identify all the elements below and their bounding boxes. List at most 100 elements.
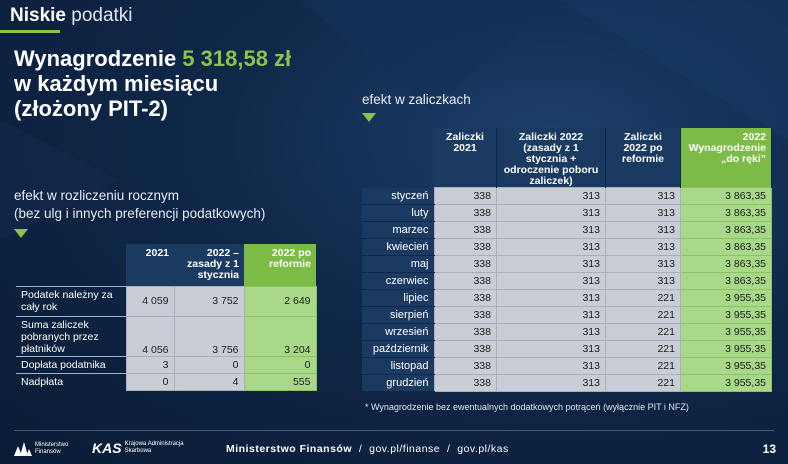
table-row: wrzesień 338 313 221 3 955,35	[362, 323, 772, 341]
table-cell: 0	[173, 355, 245, 374]
table-cell: 555	[243, 372, 317, 391]
annual-header-2022: 2022 – zasady z 1 stycznia	[174, 244, 244, 286]
ministry-logo-icon	[14, 442, 32, 456]
monthly-header-blank	[362, 128, 434, 188]
month-label: grudzień	[362, 374, 434, 392]
table-row: czerwiec 338 313 313 3 863,35	[362, 272, 772, 290]
table-cell: 221	[605, 306, 681, 324]
table-cell: 313	[496, 272, 606, 290]
table-cell: 3 955,35	[680, 289, 772, 307]
table-cell: 338	[433, 340, 497, 358]
table-cell: 313	[605, 221, 681, 239]
table-row: luty 338 313 313 3 863,35	[362, 204, 772, 222]
table-cell: 221	[605, 323, 681, 341]
footer-separator-1: /	[358, 443, 363, 455]
annual-header-reform: 2022 po reformie	[244, 244, 316, 286]
table-cell: 338	[433, 289, 497, 307]
brand-title: Niskie podatki	[10, 5, 133, 27]
month-label: październik	[362, 340, 434, 358]
table-cell: 338	[433, 357, 497, 375]
table-cell: 338	[433, 306, 497, 324]
table-cell: 4 059	[125, 285, 175, 317]
table-cell: 313	[496, 187, 606, 205]
headline-line3: (złożony PIT-2)	[14, 96, 168, 121]
page-number: 13	[762, 442, 776, 456]
table-cell: 3 863,35	[680, 272, 772, 290]
table-cell: 3 863,35	[680, 238, 772, 256]
ministry-logo: Ministerstwo Finansów	[14, 442, 68, 456]
table-cell: 221	[605, 340, 681, 358]
table-cell: 338	[433, 323, 497, 341]
table-cell: 338	[433, 255, 497, 273]
annual-table: 2021 2022 – zasady z 1 stycznia 2022 po …	[16, 244, 317, 391]
table-cell: 221	[605, 289, 681, 307]
annual-label-line2: (bez ulg i innych preferencji podatkowyc…	[14, 206, 266, 221]
table-cell: 3 955,35	[680, 306, 772, 324]
footer-separator-2: /	[446, 443, 451, 455]
annual-header-2021: 2021	[126, 244, 174, 286]
table-cell: 3 955,35	[680, 357, 772, 375]
kas-logo-line1: Krajowa Administracja	[124, 441, 184, 447]
table-cell: 313	[605, 255, 681, 273]
table-cell: 4	[173, 372, 245, 391]
table-row: październik 338 313 221 3 955,35	[362, 340, 772, 358]
table-cell: 338	[433, 238, 497, 256]
month-label: lipiec	[362, 289, 434, 307]
month-label: czerwiec	[362, 272, 434, 290]
footer-links: Ministerstwo Finansów / gov.pl/finanse /…	[226, 443, 509, 455]
table-row: lipiec 338 313 221 3 955,35	[362, 289, 772, 307]
monthly-header-reform: Zaliczki 2022 po reformie	[605, 128, 681, 188]
month-label: sierpień	[362, 306, 434, 324]
annual-triangle-icon	[14, 229, 28, 238]
footnote: * Wynagrodzenie bez ewentualnych dodatko…	[365, 402, 689, 412]
table-row: kwiecień 338 313 313 3 863,35	[362, 238, 772, 256]
table-cell: 313	[496, 255, 606, 273]
footer-separator	[14, 430, 774, 431]
annual-label-line1: efekt w rozliczeniu rocznym	[14, 188, 180, 203]
footer-link-finanse[interactable]: gov.pl/finanse	[369, 443, 441, 455]
annual-label: efekt w rozliczeniu rocznym (bez ulg i i…	[14, 187, 265, 223]
table-cell: 338	[433, 204, 497, 222]
table-cell: 0	[125, 372, 175, 391]
month-label: styczeń	[362, 187, 434, 205]
annual-row-label: Nadpłata	[16, 372, 126, 390]
monthly-header-net-pay: 2022 Wynagrodzenie „do ręki”	[680, 128, 772, 188]
table-cell: 3 863,35	[680, 187, 772, 205]
annual-row-label: Podatek należny za cały rok	[16, 285, 126, 316]
ministry-logo-line1: Ministerstwo	[35, 442, 69, 448]
month-label: wrzesień	[362, 323, 434, 341]
table-cell: 2 649	[243, 285, 317, 317]
table-cell: 3 955,35	[680, 323, 772, 341]
month-label: marzec	[362, 221, 434, 239]
headline: Wynagrodzenie 5 318,58 zł w każdym miesi…	[14, 46, 291, 121]
headline-line1: Wynagrodzenie	[14, 46, 183, 71]
table-row: Nadpłata 0 4 555	[16, 372, 317, 391]
table-cell: 313	[496, 289, 606, 307]
brand-underline	[0, 30, 60, 33]
table-cell: 4 056	[125, 315, 175, 357]
table-cell: 313	[605, 187, 681, 205]
table-row: maj 338 313 313 3 863,35	[362, 255, 772, 273]
month-label: luty	[362, 204, 434, 222]
table-cell: 313	[605, 204, 681, 222]
month-label: kwiecień	[362, 238, 434, 256]
table-cell: 3 756	[173, 315, 245, 357]
annual-row-label: Suma zaliczek pobranych przez płatników	[16, 315, 126, 356]
table-cell: 3 863,35	[680, 255, 772, 273]
table-row: Dopłata podatnika 3 0 0	[16, 355, 317, 374]
table-cell: 338	[433, 272, 497, 290]
brand-strong: Niskie	[10, 5, 66, 26]
table-cell: 313	[496, 340, 606, 358]
footer-link-kas[interactable]: gov.pl/kas	[457, 443, 509, 455]
month-label: maj	[362, 255, 434, 273]
table-cell: 3 204	[243, 315, 317, 357]
annual-row-label: Dopłata podatnika	[16, 355, 126, 373]
table-cell: 313	[605, 272, 681, 290]
table-cell: 313	[496, 357, 606, 375]
table-cell: 313	[496, 221, 606, 239]
table-cell: 3 955,35	[680, 340, 772, 358]
kas-logo-line2: Skarbowa	[124, 448, 152, 454]
monthly-table: Zaliczki 2021 Zaliczki 2022 (zasady z 1 …	[362, 128, 772, 392]
headline-amount: 5 318,58 zł	[182, 46, 292, 71]
table-cell: 313	[496, 323, 606, 341]
